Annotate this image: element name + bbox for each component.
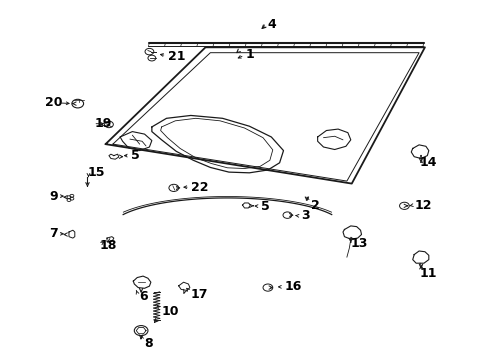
Text: 12: 12 xyxy=(413,199,431,212)
Text: 7: 7 xyxy=(49,227,58,240)
Text: 17: 17 xyxy=(190,288,208,301)
Text: 2: 2 xyxy=(310,199,319,212)
Text: 15: 15 xyxy=(87,166,105,179)
Text: 3: 3 xyxy=(301,210,309,222)
Text: 22: 22 xyxy=(190,181,208,194)
Text: 21: 21 xyxy=(167,50,185,63)
Text: 11: 11 xyxy=(418,267,436,280)
Text: 10: 10 xyxy=(161,306,179,319)
Text: 5: 5 xyxy=(260,200,269,213)
Text: 4: 4 xyxy=(267,18,276,31)
Text: 1: 1 xyxy=(245,48,254,61)
Text: 13: 13 xyxy=(350,237,367,250)
Text: 6: 6 xyxy=(139,290,147,303)
Text: 5: 5 xyxy=(131,149,140,162)
Text: 14: 14 xyxy=(419,156,437,168)
Text: 18: 18 xyxy=(99,239,116,252)
Text: 9: 9 xyxy=(49,190,58,203)
Text: 16: 16 xyxy=(284,280,301,293)
Text: 20: 20 xyxy=(44,96,62,109)
Text: 8: 8 xyxy=(144,337,152,350)
Text: 19: 19 xyxy=(94,117,111,130)
